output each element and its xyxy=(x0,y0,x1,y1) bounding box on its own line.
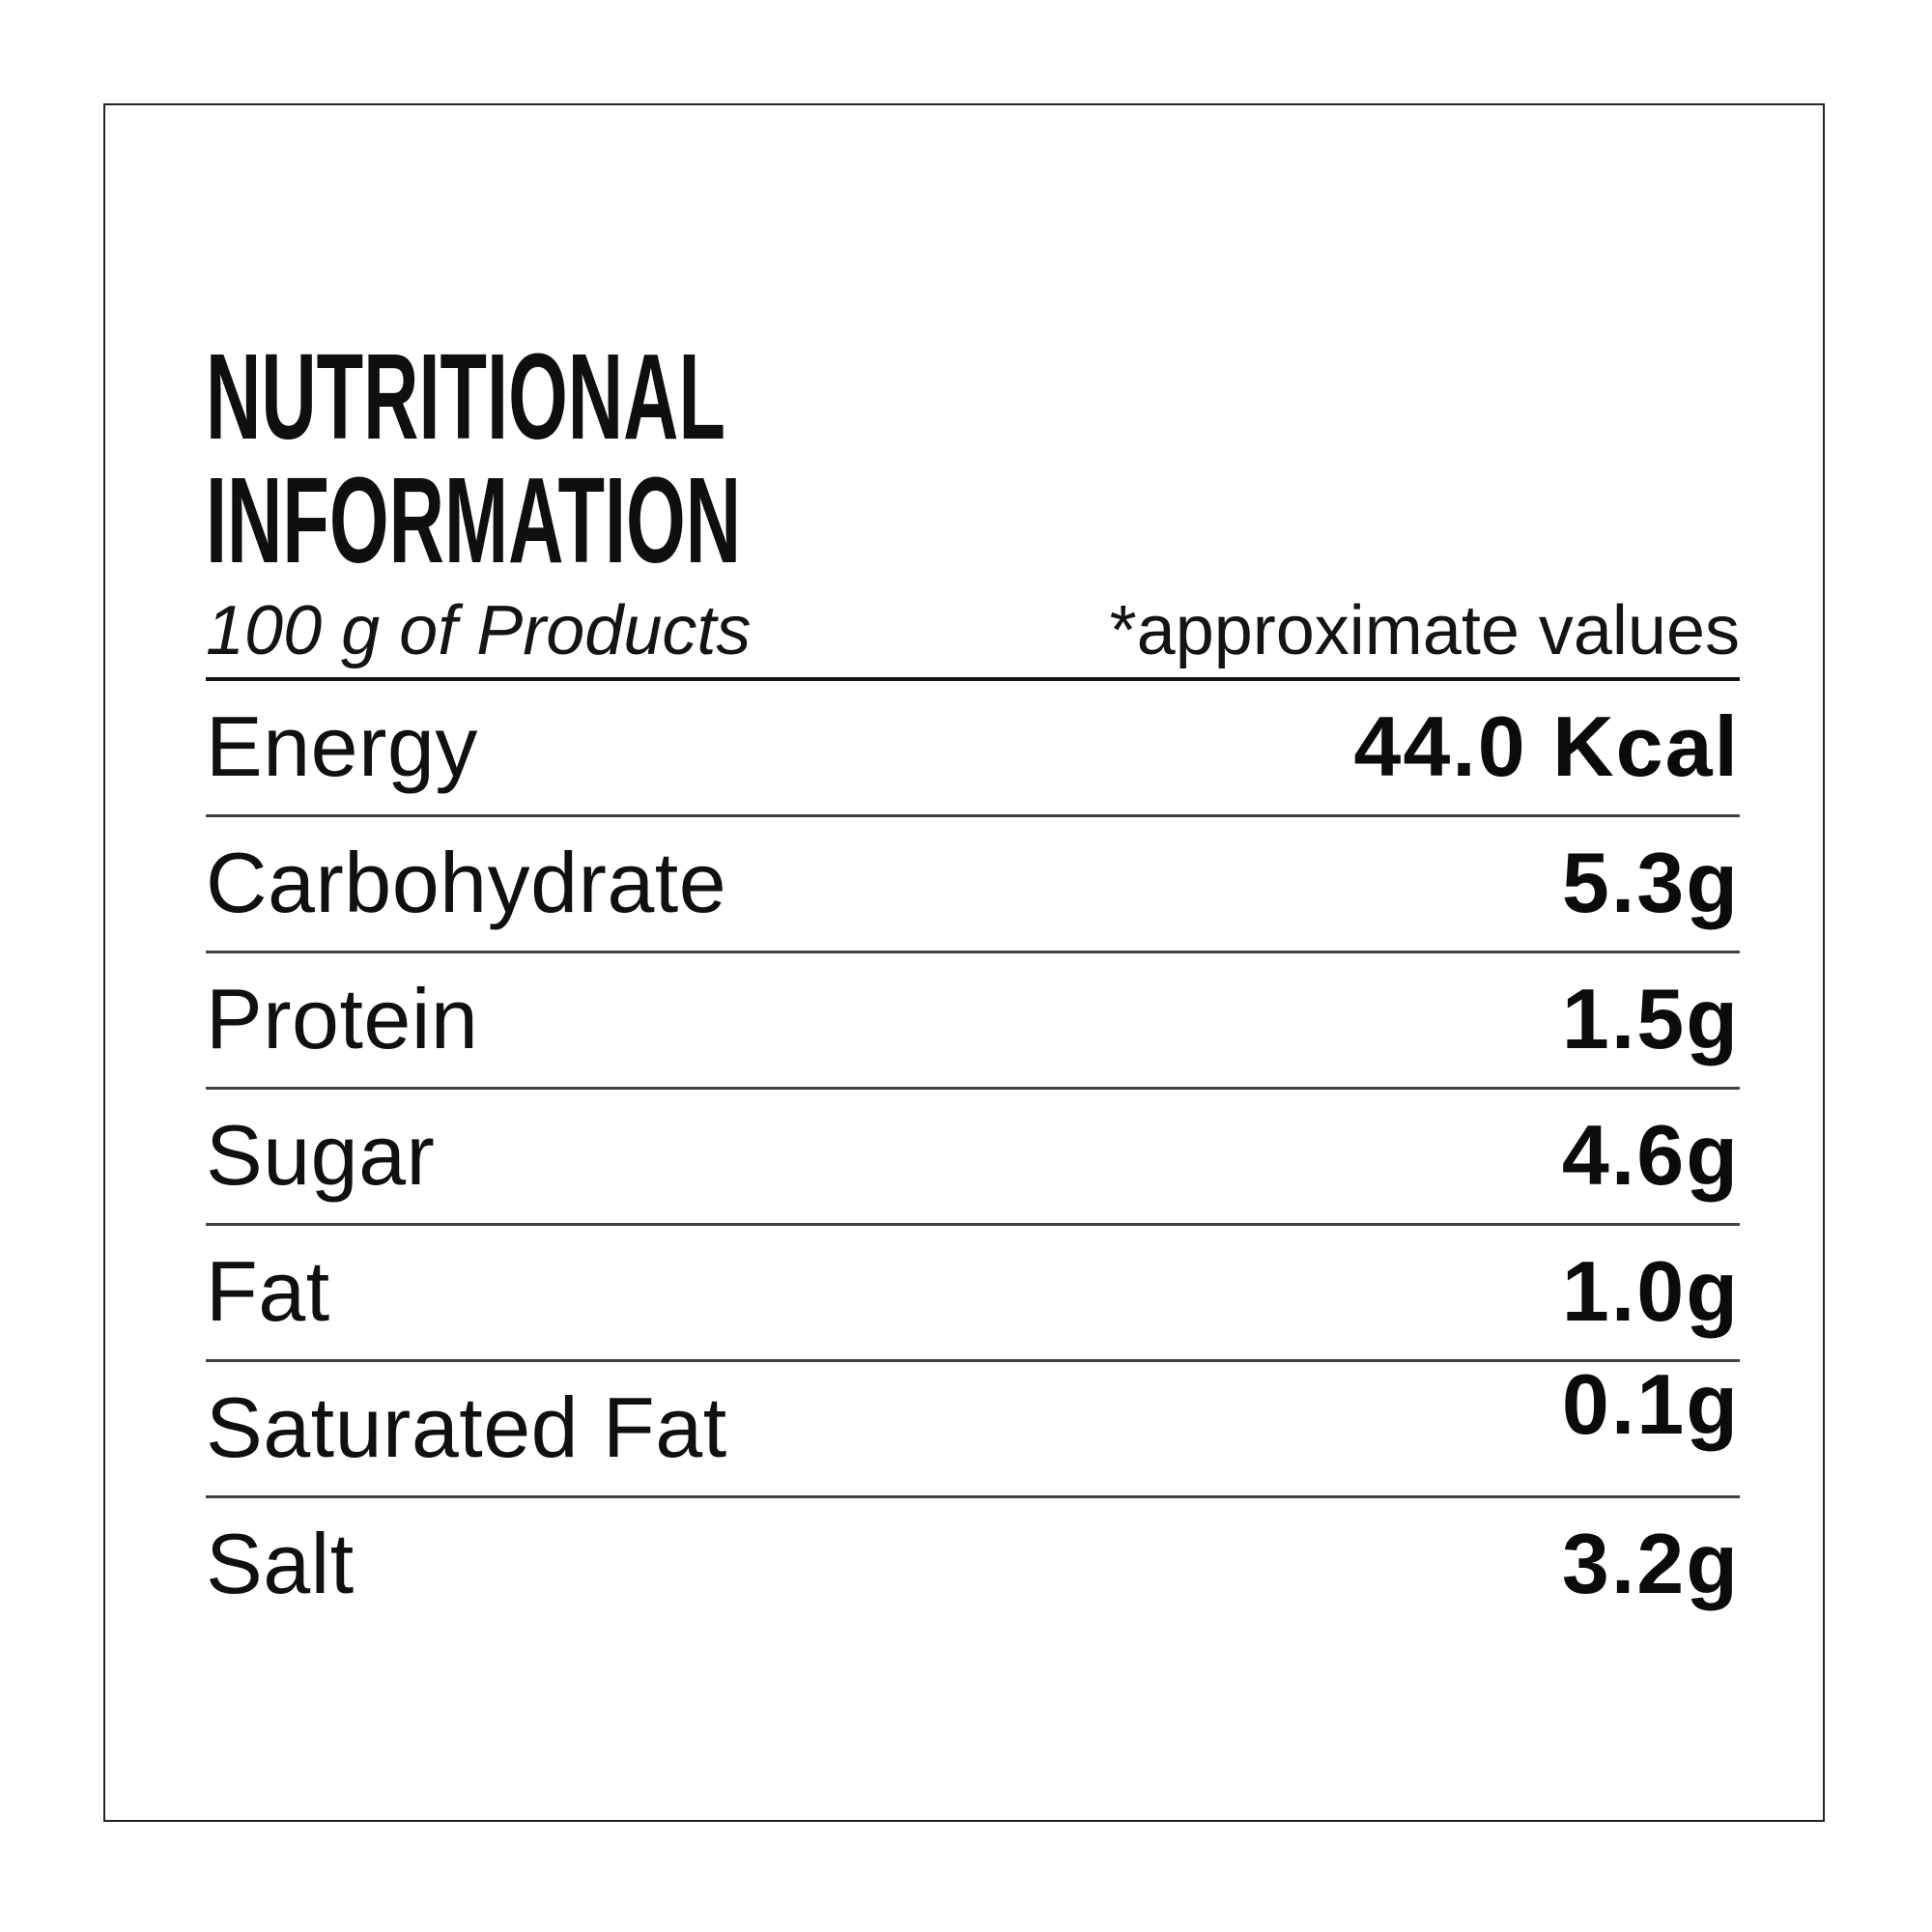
nutrition-table: Energy 44.0 Kcal Carbohydrate 5.3g Prote… xyxy=(206,681,1740,1632)
table-header: 100 g of Products *approximate values xyxy=(206,596,1740,681)
row-label: Energy xyxy=(206,698,478,794)
row-label: Sugar xyxy=(206,1107,436,1204)
label-content: NUTRITIONAL INFORMATION 100 g of Product… xyxy=(206,105,1740,1632)
table-row: Protein 1.5g xyxy=(206,953,1740,1091)
title-line-1: NUTRITIONAL xyxy=(206,328,725,465)
row-label: Salt xyxy=(206,1516,355,1612)
row-value: 1.5g xyxy=(1561,971,1740,1067)
table-row: Salt 3.2g xyxy=(206,1498,1740,1632)
approximate-values-note: *approximate values xyxy=(1109,592,1740,669)
row-value: 4.6g xyxy=(1561,1107,1740,1204)
row-value: 44.0 Kcal xyxy=(1353,698,1740,794)
title-line-2: INFORMATION xyxy=(206,452,742,588)
row-value: 0.1g xyxy=(1561,1356,1740,1453)
serving-size-text: 100 g of Products xyxy=(206,592,752,669)
table-row: Saturated Fat 0.1g xyxy=(206,1358,1740,1499)
table-row: Carbohydrate 5.3g xyxy=(206,817,1740,954)
table-row: Energy 44.0 Kcal xyxy=(206,681,1740,818)
row-label: Fat xyxy=(206,1243,330,1340)
table-row: Fat 1.0g xyxy=(206,1226,1740,1363)
table-row: Sugar 4.6g xyxy=(206,1090,1740,1227)
page-title: NUTRITIONAL INFORMATION xyxy=(206,335,1172,582)
row-value: 5.3g xyxy=(1561,835,1740,931)
row-value: 3.2g xyxy=(1561,1516,1740,1612)
row-value: 1.0g xyxy=(1561,1243,1740,1340)
nutrition-label-box: NUTRITIONAL INFORMATION 100 g of Product… xyxy=(103,103,1825,1822)
row-label: Protein xyxy=(206,971,479,1067)
row-label: Saturated Fat xyxy=(206,1379,727,1476)
row-label: Carbohydrate xyxy=(206,835,727,931)
